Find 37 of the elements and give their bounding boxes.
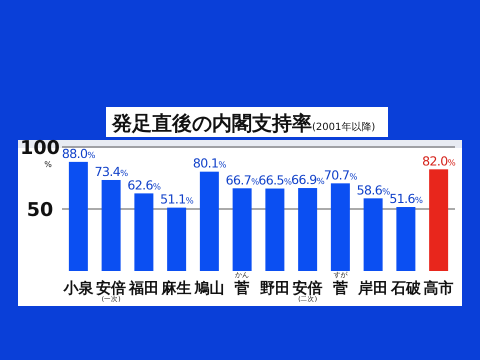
chart-subtitle: (2001年以降) — [312, 121, 376, 133]
bar — [429, 169, 448, 271]
data-label: 70.7% — [324, 167, 358, 182]
bar — [68, 162, 88, 271]
bar — [200, 172, 219, 271]
bar — [265, 188, 284, 271]
data-label: 66.5% — [258, 172, 292, 188]
x-tick-label: 鳩山 — [193, 279, 224, 297]
data-label: 88.0% — [62, 146, 96, 161]
bar — [298, 188, 318, 271]
x-tick-label: 麻生 — [160, 279, 192, 297]
x-tick-label: 岸田 — [357, 279, 388, 297]
bar — [167, 208, 186, 271]
data-label: 66.7% — [226, 172, 260, 188]
y-tick-label: 50 — [26, 199, 54, 221]
bar — [232, 188, 252, 271]
y-tick-label: 100 — [20, 137, 60, 159]
x-tick-label: 福田 — [128, 279, 159, 297]
x-tick-label: 野田 — [260, 279, 290, 297]
data-label: 62.6% — [127, 177, 161, 192]
data-label: 58.6% — [356, 182, 390, 198]
data-label: 51.1% — [160, 192, 194, 207]
bar — [364, 198, 383, 271]
data-label: 66.9% — [291, 172, 325, 188]
x-tick-label: 高市 — [424, 279, 454, 297]
data-label: 82.0% — [422, 153, 456, 168]
data-label: 51.6% — [389, 191, 423, 206]
bar — [134, 193, 154, 271]
bar — [330, 183, 350, 271]
x-tick-label: 石破 — [390, 279, 422, 297]
data-label: 80.1% — [192, 156, 226, 171]
data-label: 73.4% — [94, 164, 128, 179]
y-axis-title: % — [44, 160, 52, 169]
chart-title: 発足直後の内閣支持率 — [111, 111, 312, 135]
x-tick-label: 小泉 — [62, 279, 94, 297]
bar — [102, 180, 121, 271]
bar — [396, 207, 416, 271]
